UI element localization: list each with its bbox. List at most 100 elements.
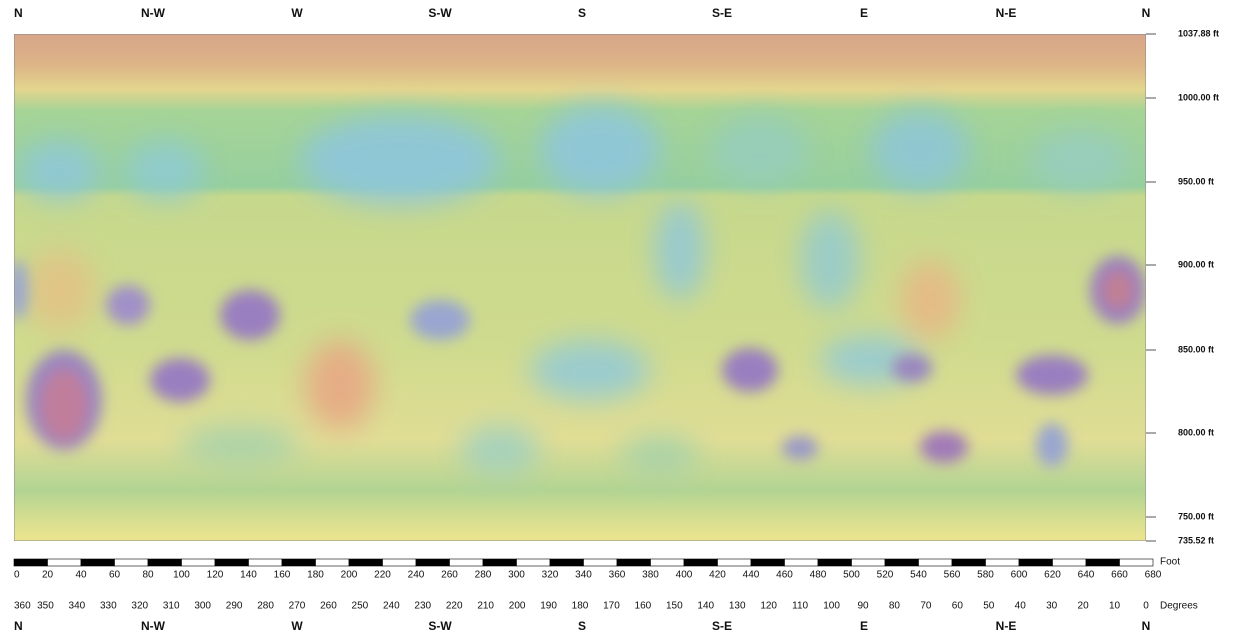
compass-label: S-W [428, 619, 452, 633]
degree-tick-label: 190 [540, 601, 557, 612]
degree-tick-label: 170 [603, 601, 620, 612]
degree-tick-label: 20 [1078, 601, 1090, 612]
scale-segment [81, 559, 115, 566]
borehole-log: NN-WWS-WSS-EEN-ENNN-WWS-WSS-EEN-EN1037.8… [0, 0, 1238, 638]
scale-segment [450, 559, 484, 566]
degree-tick-label: 110 [792, 601, 808, 612]
depth-label: 800.00 ft [1178, 427, 1214, 437]
degree-tick-label: 140 [697, 601, 714, 612]
scale-segment [249, 559, 283, 566]
compass-label: S-E [712, 6, 732, 20]
degree-tick-label: 350 [37, 601, 54, 612]
degree-tick-label: 50 [983, 601, 995, 612]
depth-label: 850.00 ft [1178, 344, 1214, 354]
scale-segment [416, 559, 450, 566]
scale-segment [148, 559, 182, 566]
scale-segment [919, 559, 953, 566]
degree-tick-label: 220 [446, 601, 463, 612]
foot-tick-label: 100 [173, 570, 190, 581]
scale-segment [651, 559, 685, 566]
scale-segment [852, 559, 886, 566]
degree-tick-label: 240 [383, 601, 400, 612]
degree-tick-label: 150 [666, 601, 683, 612]
degree-tick-label: 200 [509, 601, 526, 612]
depth-label: 900.00 ft [1178, 259, 1214, 269]
depth-label: 950.00 ft [1178, 176, 1214, 186]
foot-tick-label: 260 [441, 570, 458, 581]
foot-tick-label: 20 [42, 570, 54, 581]
foot-tick-label: 40 [75, 570, 87, 581]
foot-tick-label: 480 [810, 570, 827, 581]
depth-label: 750.00 ft [1178, 511, 1214, 521]
foot-tick-label: 660 [1111, 570, 1128, 581]
degree-tick-label: 60 [952, 601, 964, 612]
scale-segment [818, 559, 852, 566]
scale-segment [617, 559, 651, 566]
compass-label: E [860, 6, 868, 20]
foot-tick-label: 220 [374, 570, 391, 581]
degree-tick-label: 180 [572, 601, 589, 612]
degree-tick-label: 340 [69, 601, 86, 612]
degree-tick-label: 70 [920, 601, 932, 612]
foot-tick-label: 240 [408, 570, 425, 581]
foot-tick-label: 180 [307, 570, 324, 581]
foot-tick-label: 540 [910, 570, 927, 581]
scale-segment [48, 559, 82, 566]
scale-segment [115, 559, 149, 566]
foot-tick-label: 60 [109, 570, 121, 581]
scale-segment [1053, 559, 1087, 566]
foot-tick-label: 400 [676, 570, 693, 581]
scale-segment [718, 559, 752, 566]
foot-tick-label: 320 [542, 570, 559, 581]
degree-unit: Degrees [1160, 601, 1198, 612]
compass-label: N-E [996, 6, 1017, 20]
foot-tick-label: 580 [977, 570, 994, 581]
compass-label: W [291, 6, 303, 20]
scale-segment [282, 559, 316, 566]
degree-tick-label: 30 [1046, 601, 1058, 612]
foot-tick-label: 620 [1044, 570, 1061, 581]
degree-tick-label: 130 [729, 601, 746, 612]
depth-label: 1000.00 ft [1178, 92, 1219, 102]
compass-label: N [14, 619, 23, 633]
compass-label: S [578, 619, 586, 633]
compass-label: N-E [996, 619, 1017, 633]
scale-segment [349, 559, 383, 566]
degree-tick-label: 260 [320, 601, 337, 612]
foot-tick-label: 340 [575, 570, 592, 581]
foot-tick-label: 160 [274, 570, 291, 581]
degree-tick-label: 230 [414, 601, 431, 612]
scale-segment [316, 559, 350, 566]
scale-segment [550, 559, 584, 566]
compass-label: N [1142, 619, 1151, 633]
compass-label: S-W [428, 6, 452, 20]
scale-segment [785, 559, 819, 566]
foot-tick-label: 520 [877, 570, 894, 581]
compass-label: N [14, 6, 23, 20]
degree-tick-label: 330 [100, 601, 117, 612]
degree-tick-label: 120 [760, 601, 777, 612]
degree-tick-label: 360 [14, 601, 31, 612]
foot-tick-label: 360 [609, 570, 626, 581]
compass-label: S [578, 6, 586, 20]
scale-segment [986, 559, 1020, 566]
scale-segment [1120, 559, 1154, 566]
foot-tick-label: 420 [709, 570, 726, 581]
scale-segment [1019, 559, 1053, 566]
degree-tick-label: 40 [1015, 601, 1027, 612]
degree-tick-label: 300 [194, 601, 211, 612]
foot-tick-label: 560 [944, 570, 961, 581]
compass-label: W [291, 619, 303, 633]
image-log [8, 34, 1146, 541]
foot-tick-label: 140 [240, 570, 257, 581]
scale-segment [751, 559, 785, 566]
scale-segment [885, 559, 919, 566]
foot-tick-label: 80 [142, 570, 154, 581]
foot-tick-label: 380 [642, 570, 659, 581]
foot-tick-label: 680 [1145, 570, 1162, 581]
degree-tick-label: 160 [635, 601, 652, 612]
degree-tick-label: 290 [226, 601, 243, 612]
degree-tick-label: 270 [289, 601, 306, 612]
foot-tick-label: 500 [843, 570, 860, 581]
scale-segment [584, 559, 618, 566]
